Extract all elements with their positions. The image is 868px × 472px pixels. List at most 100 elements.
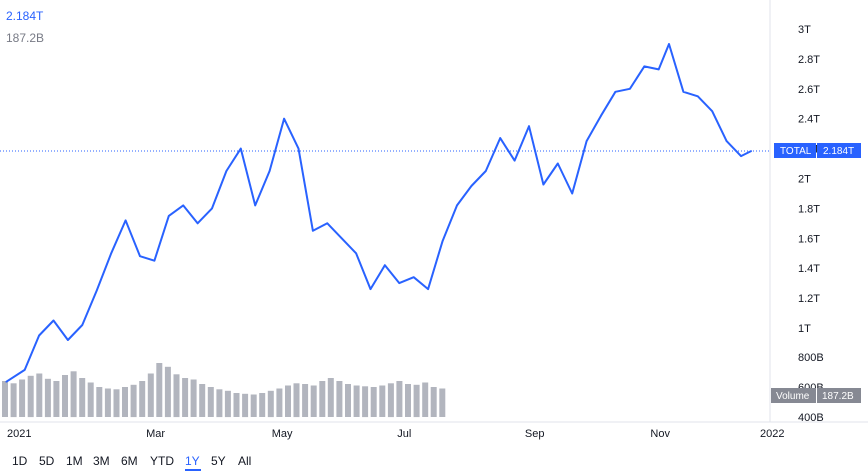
- price-axis-tick-label: 800B: [798, 352, 824, 364]
- volume-bar: [113, 389, 120, 418]
- volume-bar: [293, 383, 300, 418]
- axis-badges: TOTAL 2.184T Volume 187.2B: [771, 143, 861, 403]
- price-axis-tick-label: 3T: [798, 24, 811, 36]
- volume-bar: [87, 382, 94, 417]
- data-point: [139, 255, 141, 257]
- volume-bar: [430, 387, 437, 417]
- timeframe-all[interactable]: All: [238, 454, 252, 468]
- data-point: [225, 170, 228, 172]
- data-point: [542, 183, 545, 186]
- data-point: [369, 288, 372, 290]
- volume-bar: [10, 383, 17, 418]
- time-axis-tick-label: Mar: [146, 428, 165, 440]
- data-point: [124, 219, 127, 222]
- data-point: [38, 334, 40, 337]
- timeframe-6m[interactable]: 6M: [121, 454, 138, 468]
- volume-bar: [62, 375, 68, 417]
- data-point: [283, 117, 285, 120]
- volume-bar: [259, 393, 266, 417]
- price-axis-tick-label: 2T: [798, 174, 811, 186]
- price-axis-tick-label: 2.6T: [798, 84, 820, 96]
- data-point: [682, 91, 685, 93]
- time-axis-tick-label: 2021: [7, 428, 31, 440]
- timeframe-1y[interactable]: 1Y: [185, 454, 200, 468]
- volume-bar: [439, 388, 446, 417]
- data-point: [95, 289, 98, 292]
- data-point: [168, 215, 170, 217]
- volume-bar: [267, 390, 274, 418]
- volume-bar: [96, 387, 103, 417]
- volume-bar: [19, 379, 26, 417]
- data-point: [211, 207, 213, 210]
- volume-bar: [53, 381, 60, 417]
- volume-bar: [370, 387, 377, 417]
- time-axis[interactable]: 2021 Mar May Jul Sep Nov 2022: [7, 428, 784, 440]
- data-point: [557, 162, 559, 165]
- price-axis-tick-label: 400B: [798, 412, 824, 424]
- price-series-line: [5, 43, 753, 383]
- volume-bar: [2, 381, 8, 417]
- timeframe-5d[interactable]: 5D: [39, 454, 55, 468]
- data-point: [513, 159, 516, 162]
- volume-bar: [104, 388, 111, 417]
- data-point: [725, 140, 728, 142]
- time-axis-tick-label: Nov: [650, 428, 670, 440]
- data-point: [470, 185, 473, 187]
- volume-bar: [156, 363, 163, 417]
- time-axis-tick-label: Jul: [397, 428, 411, 440]
- data-point: [355, 252, 357, 255]
- data-point: [81, 324, 84, 326]
- price-axis-tick-label: 1.6T: [798, 233, 820, 245]
- data-point: [668, 43, 670, 45]
- volume-bar: [285, 385, 291, 417]
- price-badge-label: TOTAL: [780, 146, 812, 157]
- timeframe-ytd[interactable]: YTD: [150, 454, 174, 468]
- data-point: [67, 339, 69, 341]
- data-point: [600, 114, 602, 117]
- volume-bar: [147, 373, 154, 417]
- data-point: [23, 369, 26, 371]
- data-point: [297, 147, 300, 150]
- volume-bar: [310, 385, 317, 417]
- volume-bar: [224, 390, 231, 418]
- volume-badge-value: 187.2B: [822, 391, 854, 402]
- data-point: [326, 222, 329, 225]
- data-point: [412, 276, 415, 279]
- price-badge-value: 2.184T: [823, 146, 854, 157]
- volume-bar: [353, 385, 360, 417]
- data-point: [340, 237, 343, 240]
- data-point: [398, 282, 401, 284]
- volume-bar: [164, 366, 171, 418]
- price-axis-tick-label: 2.4T: [798, 114, 820, 126]
- data-point: [240, 147, 242, 150]
- data-point: [254, 204, 256, 207]
- data-point: [384, 264, 386, 267]
- data-point: [110, 252, 112, 255]
- data-point: [5, 381, 7, 383]
- volume-bar: [139, 381, 146, 417]
- data-point: [268, 170, 271, 172]
- volume-bar: [336, 381, 343, 417]
- timeframe-3m[interactable]: 3M: [93, 454, 110, 468]
- price-badge-label-bg: [774, 143, 816, 158]
- time-axis-tick-label: 2022: [760, 428, 784, 440]
- volume-bar: [190, 379, 197, 417]
- data-point: [196, 222, 199, 225]
- volume-bar: [362, 386, 369, 418]
- volume-badge-label-bg: [771, 388, 816, 403]
- volume-bar: [396, 381, 403, 417]
- volume-bar: [216, 389, 223, 418]
- data-point: [182, 204, 184, 207]
- volume-bar: [44, 378, 51, 418]
- volume-bar: [413, 384, 420, 418]
- timeframe-5y[interactable]: 5Y: [211, 454, 226, 468]
- volume-badge-value-bg: [817, 388, 861, 403]
- volume-bar: [422, 382, 429, 417]
- timeframe-1m[interactable]: 1M: [66, 454, 83, 468]
- volume-bar: [405, 384, 411, 417]
- volume-bar: [387, 383, 394, 418]
- data-point: [614, 91, 617, 93]
- data-point: [441, 240, 444, 243]
- timeframe-1d[interactable]: 1D: [12, 454, 28, 468]
